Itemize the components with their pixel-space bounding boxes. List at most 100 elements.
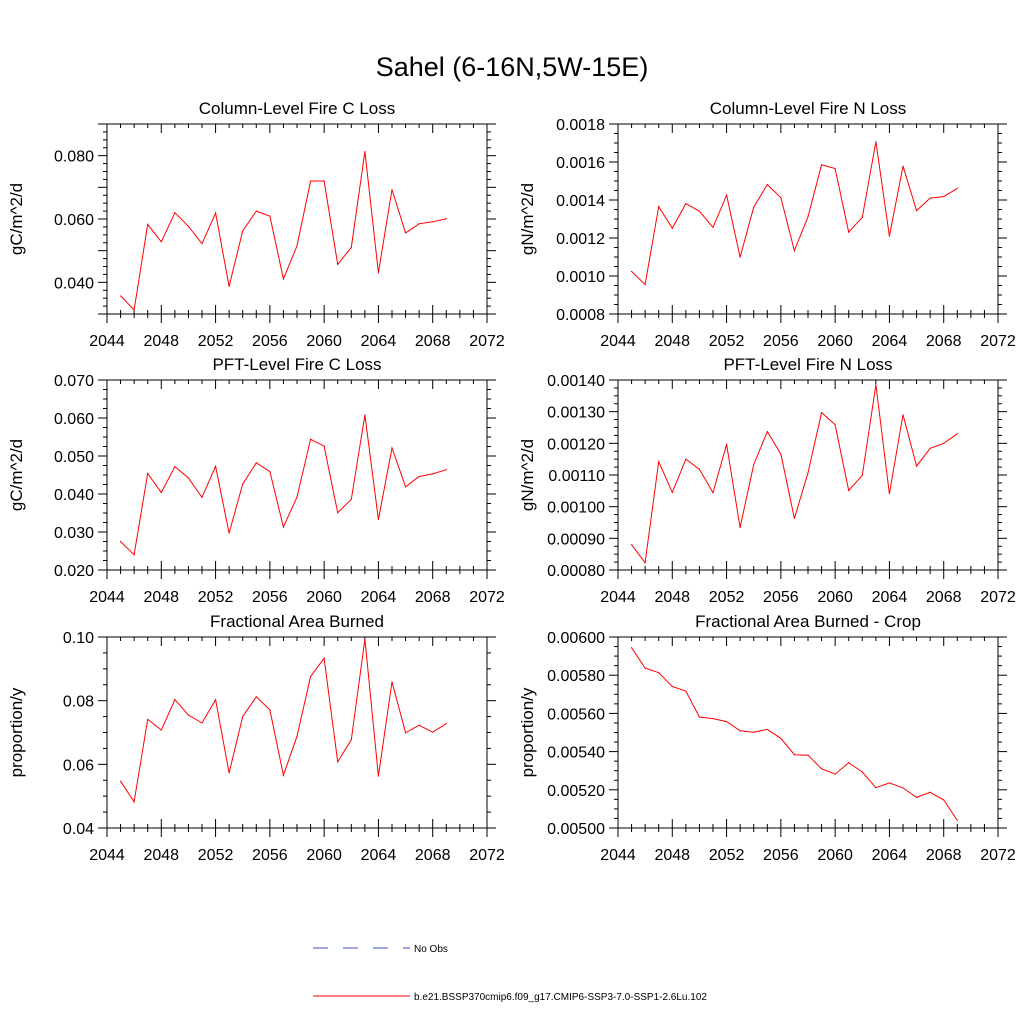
y-tick-label: 0.08 [63,694,94,711]
data-point [943,442,945,444]
data-point [861,771,863,773]
panel-title: Fractional Area Burned [210,612,384,631]
data-point [929,197,931,199]
data-point [820,164,823,166]
data-point [282,774,285,776]
y-tick-label: 0.04 [63,821,94,838]
y-tick-label: 0.040 [54,487,94,504]
x-tick-label: 2060 [817,589,853,606]
data-point [698,716,701,718]
y-tick-label: 0.050 [54,449,94,466]
data-point [861,474,863,476]
data-point [296,735,298,737]
data-point [766,431,768,433]
y-axis-label: proportion/y [7,687,26,777]
data-point [133,554,135,556]
data-point [432,221,434,223]
chart-panel: PFT-Level Fire C Loss gC/m^2/d 2044 2048 205… [7,355,505,606]
y-tick-label: 0.070 [54,373,94,390]
data-point [147,472,149,475]
data-point [793,754,796,756]
series-line [120,639,447,804]
y-tick-label: 0.00600 [547,630,605,647]
plot-frame [106,379,488,571]
x-tick-label: 2044 [89,333,125,350]
data-point [309,675,312,678]
series-line [120,414,447,556]
data-point [834,424,836,426]
y-tick-label: 0.0010 [556,269,605,286]
series-line [631,647,958,821]
data-point [147,223,149,225]
x-tick-label: 2072 [469,847,505,864]
data-point [228,285,230,288]
data-point [323,445,325,447]
y-axis-label: gC/m^2/d [7,183,26,255]
chart-panel: PFT-Level Fire N Loss gN/m^2/d 2044 2048 205… [518,355,1016,606]
y-axis-label: gC/m^2/d [7,439,26,511]
data-point [296,245,298,247]
data-point [915,465,918,467]
x-tick-label: 2072 [980,847,1016,864]
x-tick-label: 2056 [252,589,288,606]
data-point [834,167,836,170]
data-point [753,731,755,733]
x-tick-label: 2064 [872,333,908,350]
data-point [888,782,891,784]
y-tick-label: 0.00540 [547,745,605,762]
data-point [739,256,741,258]
data-point [644,667,646,669]
data-point [725,194,728,196]
x-tick-label: 2068 [926,333,962,350]
data-point [630,270,633,273]
data-point [712,492,714,494]
data-point [766,184,768,186]
data-point [201,722,203,724]
x-tick-label: 2060 [306,847,342,864]
data-point [269,470,271,473]
x-tick-label: 2068 [415,333,451,350]
data-point [160,241,162,243]
x-tick-label: 2072 [469,333,505,350]
x-tick-label: 2072 [980,589,1016,606]
x-tick-label: 2052 [198,333,234,350]
chart-panel: Column-Level Fire N Loss gN/m^2/d 2044 2048… [518,99,1016,350]
data-point [712,717,714,720]
data-point [807,472,809,474]
plot-frame [106,123,488,315]
data-point [739,526,741,529]
data-point [133,309,135,311]
x-tick-label: 2056 [252,333,288,350]
data-point [174,212,176,214]
y-tick-label: 0.00140 [547,373,605,390]
data-point [698,210,701,212]
data-point [432,731,434,733]
data-point [780,197,782,199]
data-point [902,414,904,416]
y-tick-label: 0.040 [54,275,94,292]
data-point [807,754,809,756]
data-point [377,272,380,274]
x-tick-label: 2060 [306,589,342,606]
chart-panels: Column-Level Fire C Loss gC/m^2/d 2044 2048… [7,99,1016,864]
data-point [671,491,673,494]
data-point [418,724,420,726]
data-point [780,737,782,740]
data-point [228,532,230,534]
data-point [269,215,271,217]
data-point [902,787,904,789]
data-point [119,295,122,297]
panel-title: PFT-Level Fire N Loss [723,355,892,374]
data-point [404,232,407,234]
data-point [793,517,796,519]
data-point [201,496,203,499]
data-point [337,761,339,763]
data-point [364,414,366,416]
data-point [350,246,352,249]
data-point [119,780,122,782]
data-point [888,493,891,495]
data-point [242,230,244,232]
data-point [391,188,393,191]
data-point [929,791,931,793]
y-tick-label: 0.080 [54,149,94,166]
